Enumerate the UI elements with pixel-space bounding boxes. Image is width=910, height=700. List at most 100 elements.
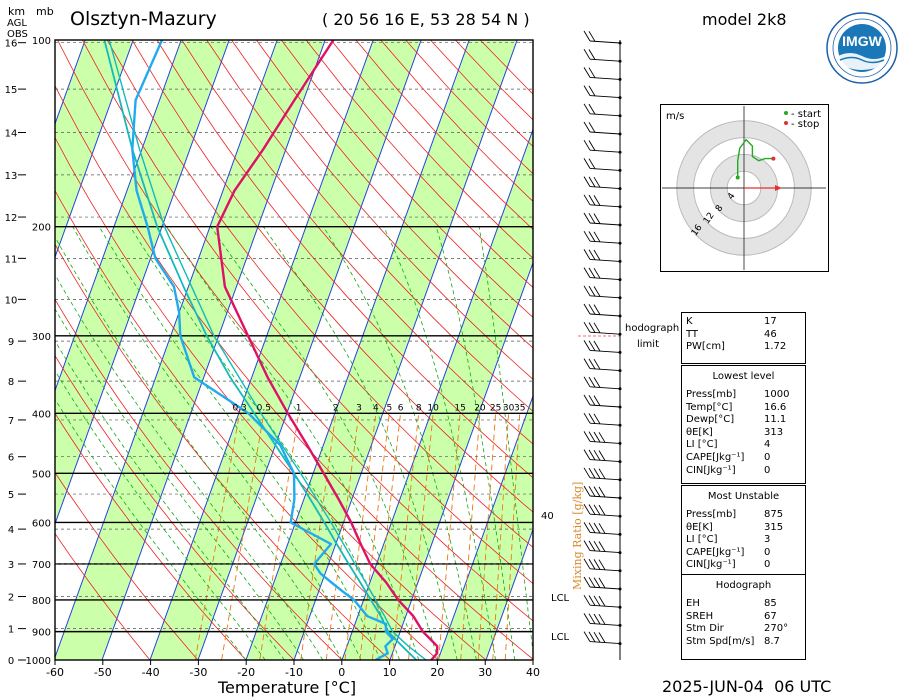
pressure-tick-label: 1000 (26, 656, 51, 667)
dewpoint-curve (131, 40, 394, 660)
wind-barb-feather (583, 467, 591, 479)
mixing-ratio-line (194, 413, 241, 660)
km-tick-label: 9 (8, 337, 14, 348)
hodograph-ring-label: 8 (714, 203, 726, 214)
pressure-tick-label: 500 (32, 469, 51, 480)
wind-barb-feather (588, 540, 596, 552)
wind-barb-feather (598, 432, 606, 443)
storm-motion-arrow (775, 185, 782, 191)
mixing-ratio-label: 0.3 (232, 403, 246, 413)
wind-barb-feather (583, 594, 591, 606)
index-value: 315 (764, 521, 784, 533)
wind-barb-feather (588, 194, 596, 206)
wind-barb-feather (593, 195, 601, 206)
hodograph-stop-marker (771, 156, 776, 161)
wind-barb-staff (589, 76, 621, 80)
wind-barb-feather (593, 340, 601, 352)
index-name: Stm Spd[m/s] (686, 635, 755, 647)
mixing-ratio-line (492, 413, 510, 660)
legend-start-label: - start (791, 109, 821, 120)
km-tick-label: 15 (5, 85, 18, 96)
km-tick-label: 12 (5, 213, 18, 224)
wind-barb-staff (589, 331, 621, 335)
index-value: 85 (764, 598, 777, 609)
x-tick-label: 40 (526, 666, 540, 679)
km-tick-label: 1 (8, 625, 14, 636)
dry-adiabat-line (55, 189, 439, 660)
indices-hodograph: Hodograph EH 85 SREH 67 Stm Dir 270° Stm Spd[m/… (681, 574, 806, 660)
km-axis-header: km (8, 5, 26, 18)
wind-barb-feather (588, 85, 596, 97)
mb-axis-header: mb (36, 5, 54, 18)
wind-barb-feather (583, 540, 591, 551)
pressure-tick-label: 200 (32, 223, 51, 234)
wind-barb-feather (583, 631, 591, 642)
index-name: EH (686, 598, 700, 609)
wind-barb-feather (593, 431, 601, 443)
wind-barb-feather (593, 231, 601, 243)
wind-barb-feather (588, 267, 596, 279)
wind-barb-feather (588, 49, 596, 60)
wind-barb-staff (589, 258, 621, 262)
hodograph-start-marker (735, 175, 740, 180)
wind-barb-feather (593, 559, 601, 570)
label-40: 40 (541, 511, 554, 522)
dry-adiabat-line (106, 40, 533, 548)
wind-barb-staff (589, 404, 621, 408)
mixing-ratio-label: 15 (454, 403, 465, 413)
wind-barb-feather (588, 613, 596, 624)
index-value: 0 (764, 452, 771, 463)
temperature-band (150, 40, 422, 660)
index-value: 875 (764, 509, 784, 520)
wind-barb-feather (593, 540, 601, 552)
wind-barb-staff (589, 95, 621, 99)
wind-barb-feather (588, 249, 596, 260)
wind-barb-feather (593, 577, 601, 588)
index-name: K (686, 316, 693, 327)
agl-label: AGL (7, 18, 27, 29)
wind-barb-feather (583, 376, 591, 388)
mixing-ratio-line (392, 413, 420, 660)
wind-barb-feather (588, 158, 596, 169)
wind-barb-staff (589, 204, 621, 208)
wind-barb-feather (588, 140, 596, 151)
moist-adiabat-line (129, 226, 400, 660)
wind-barb-feather (593, 522, 601, 534)
wind-barb-feather (593, 304, 601, 315)
wind-barb-staff (589, 622, 621, 626)
isotherm-line (293, 40, 518, 660)
isotherm-line (485, 527, 533, 660)
wind-barb-feather (593, 395, 601, 406)
mixing-ratio-line (460, 413, 481, 660)
km-tick-label: 0 (8, 656, 14, 667)
dry-adiabat-line (55, 354, 295, 660)
wind-barb-feather (583, 576, 591, 588)
legend-stop-label: - stop (791, 119, 819, 130)
wind-barb-feather (583, 613, 591, 624)
wind-barb-feather (593, 267, 601, 279)
wind-barb-feather (593, 213, 601, 224)
legend-stop-dot (784, 121, 788, 125)
km-tick-label: 14 (5, 129, 18, 140)
wind-barb-feather (583, 194, 591, 206)
model-name: model 2k8 (702, 10, 787, 29)
wind-barb-feather (583, 30, 591, 42)
wind-barb-staff (589, 295, 621, 299)
dry-adiabat-line (231, 40, 533, 380)
index-value: 46 (764, 328, 777, 340)
wind-barb-feather (593, 504, 601, 516)
x-tick-label: 20 (430, 666, 444, 679)
wind-barb-staff (589, 349, 621, 353)
x-tick-label: -10 (285, 666, 303, 679)
wind-barb-feather (583, 485, 591, 497)
wind-barb-feather (583, 394, 591, 406)
wind-barb-staff (589, 277, 621, 281)
x-tick-label: -50 (94, 666, 112, 679)
km-tick-label: 13 (5, 171, 18, 182)
wind-barb-staff (589, 167, 621, 171)
obs-label: OBS (7, 29, 28, 40)
mixing-ratio-label: 3 (356, 403, 362, 413)
indices-title: Lowest level (712, 371, 775, 382)
wind-barb-feather (593, 631, 601, 643)
mixing-ratio-line (408, 413, 434, 660)
